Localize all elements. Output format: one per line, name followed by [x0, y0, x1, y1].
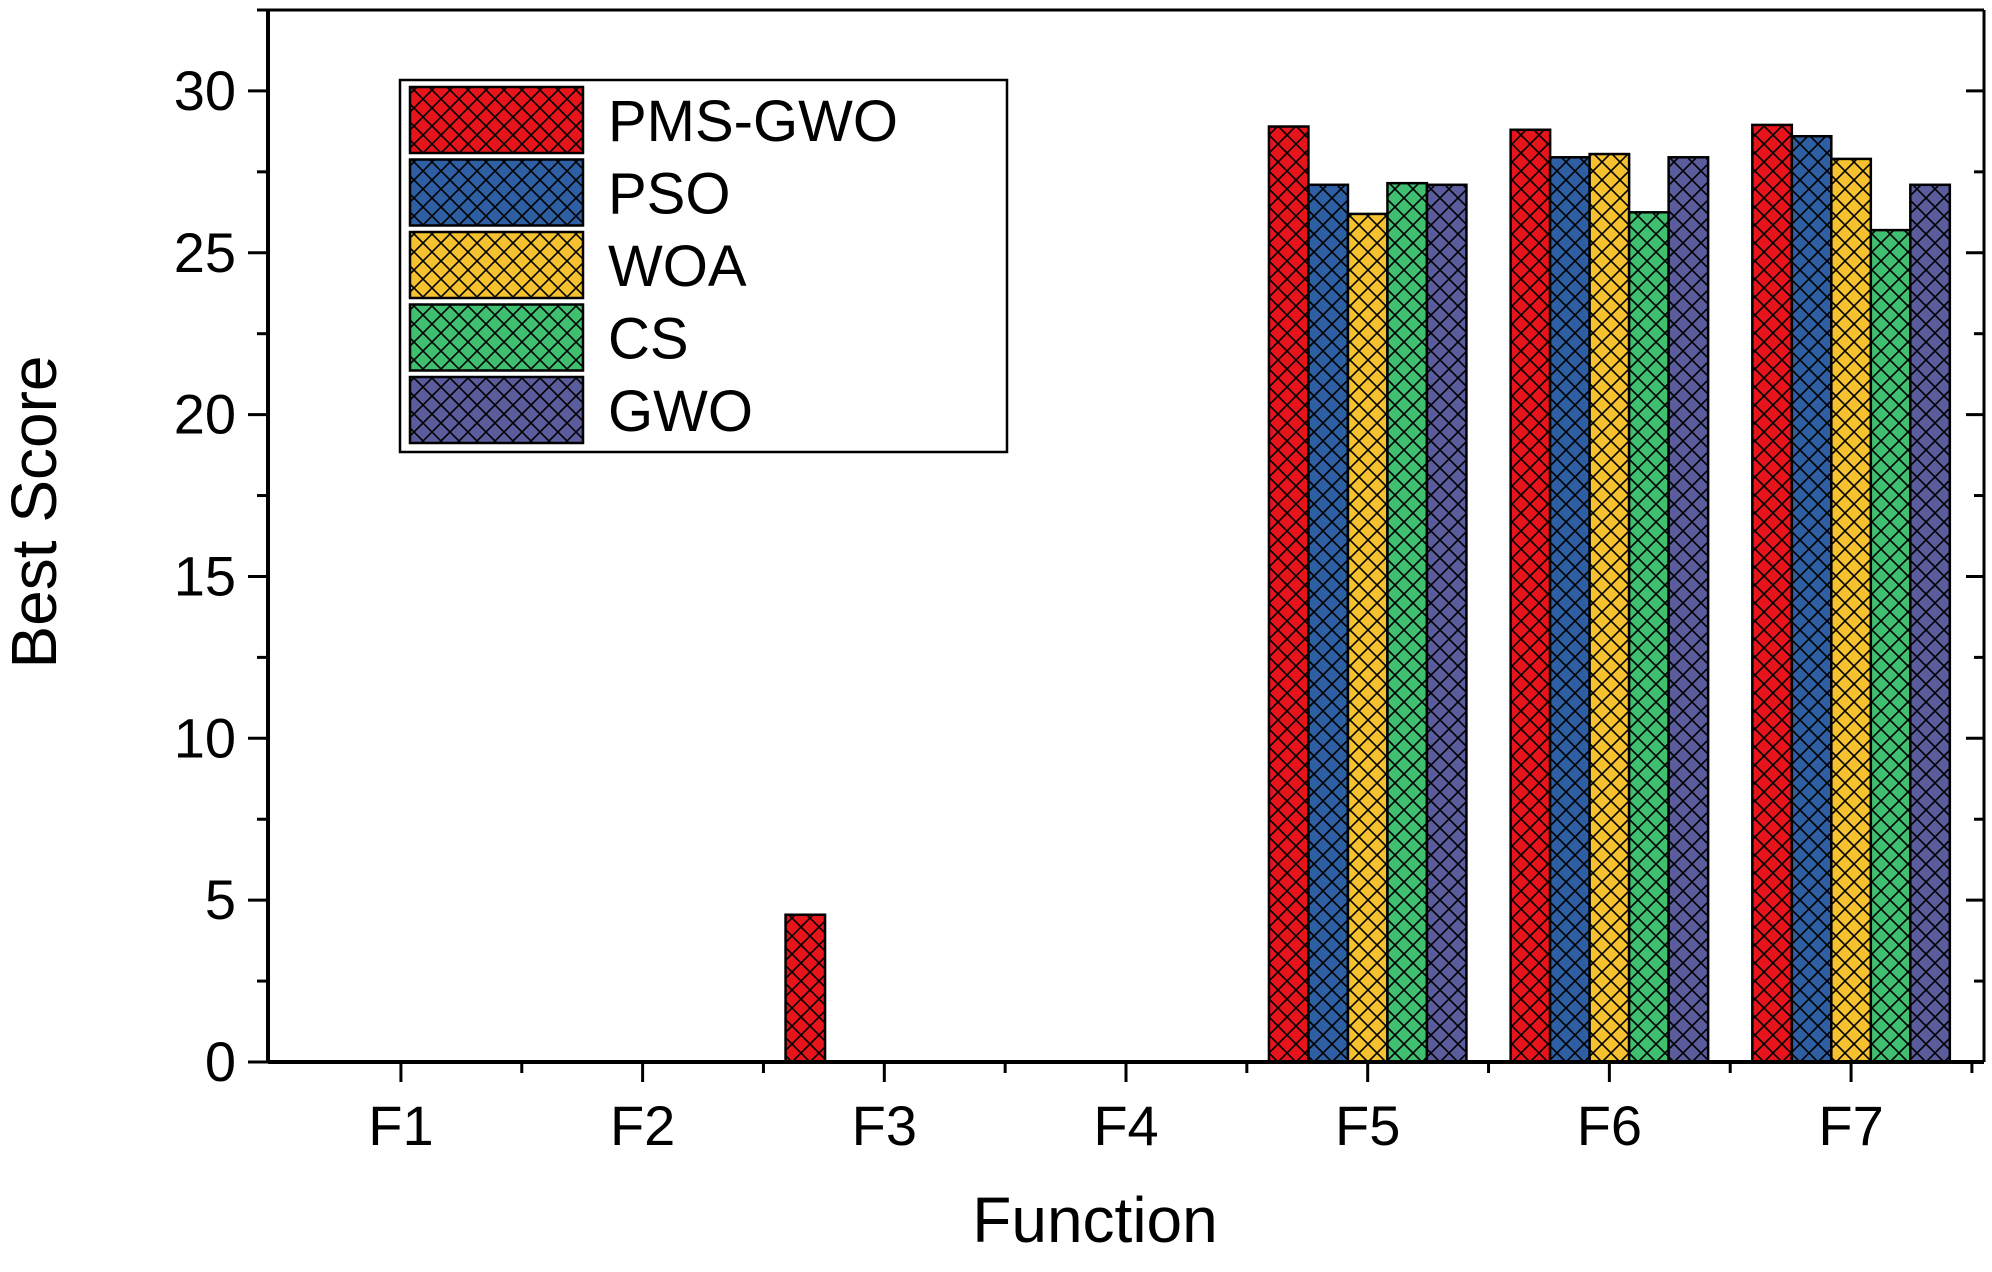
legend: PMS-GWO PSO WOA CS GWO: [398, 78, 1009, 454]
bar-hatch: [1869, 228, 1912, 1064]
x-tick-label: F1: [368, 1094, 433, 1157]
y-tick-label: 0: [205, 1030, 236, 1093]
legend-label: PMS-GWO: [608, 89, 898, 154]
bar-F6-CS: [1627, 211, 1670, 1064]
bar-hatch: [1548, 156, 1591, 1064]
bar-F5-PSO: [1307, 183, 1350, 1064]
y-axis-title: Best Score: [0, 355, 70, 668]
bar-F6-GWO: [1667, 156, 1710, 1064]
y-tick-label: 25: [174, 221, 236, 284]
bar-F5-GWO: [1425, 183, 1468, 1064]
x-tick-label: F6: [1577, 1094, 1642, 1157]
legend-swatch: [408, 303, 585, 372]
bar-hatch: [784, 913, 827, 1064]
y-tick-label: 20: [174, 383, 236, 446]
x-tick-label: F5: [1335, 1094, 1400, 1157]
bar-hatch: [1667, 156, 1710, 1064]
legend-label: WOA: [608, 234, 747, 299]
bar-hatch: [1425, 183, 1468, 1064]
legend-item-WOA: WOA: [408, 230, 747, 300]
y-tick-label: 5: [205, 868, 236, 931]
bar-F5-CS: [1386, 181, 1429, 1064]
bar-hatch: [1267, 125, 1310, 1064]
bar-F6-PSO: [1548, 156, 1591, 1064]
legend-label: CS: [608, 307, 689, 372]
bar-F5-PMS-GWO: [1267, 125, 1310, 1064]
x-axis-title: Function: [972, 1184, 1217, 1256]
bar-F7-CS: [1869, 228, 1912, 1064]
legend-label: GWO: [608, 379, 753, 444]
bar-hatch: [1588, 152, 1631, 1064]
legend-swatch: [408, 85, 585, 155]
bar-hatch: [1509, 128, 1552, 1064]
y-tick-label: 10: [174, 706, 236, 769]
bar-hatch: [1751, 123, 1794, 1064]
bar-hatch: [1790, 134, 1833, 1064]
legend-swatch: [408, 375, 585, 445]
bars-layer: [784, 123, 1952, 1064]
bar-F6-PMS-GWO: [1509, 128, 1552, 1064]
bar-hatch: [1627, 211, 1670, 1064]
y-tick-label: 30: [174, 59, 236, 122]
bar-hatch: [1346, 212, 1389, 1064]
bar-F7-WOA: [1830, 157, 1873, 1064]
legend-item-PSO: PSO: [408, 158, 731, 227]
bar-hatch: [1830, 157, 1873, 1064]
legend-swatch: [408, 230, 585, 300]
legend-item-GWO: GWO: [408, 375, 753, 445]
legend-item-CS: CS: [408, 303, 689, 372]
x-tick-label: F2: [610, 1094, 675, 1157]
bar-hatch: [1307, 183, 1350, 1064]
bar-F3-PMS-GWO: [784, 913, 827, 1064]
bar-F7-PMS-GWO: [1751, 123, 1794, 1064]
legend-label: PSO: [608, 162, 731, 227]
x-tick-label: F7: [1818, 1094, 1883, 1157]
x-tick-label: F4: [1093, 1094, 1158, 1157]
bar-F5-WOA: [1346, 212, 1389, 1064]
legend-swatch: [408, 158, 585, 227]
bar-F6-WOA: [1588, 152, 1631, 1064]
bar-F7-PSO: [1790, 134, 1833, 1064]
x-tick-label: F3: [852, 1094, 917, 1157]
bar-hatch: [1386, 181, 1429, 1064]
bar-F7-GWO: [1909, 183, 1952, 1064]
y-tick-label: 15: [174, 544, 236, 607]
ticks-layer: 0 5 10 15 20 25 30 F1 F2 F3 F4 F5 F6 F7: [174, 8, 1984, 1157]
legend-item-PMS-GWO: PMS-GWO: [408, 85, 898, 155]
bar-hatch: [1909, 183, 1952, 1064]
